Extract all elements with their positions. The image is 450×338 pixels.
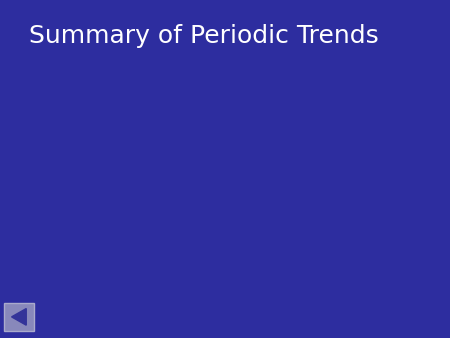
FancyBboxPatch shape [4, 303, 34, 331]
Text: Summary of Periodic Trends: Summary of Periodic Trends [29, 24, 379, 48]
Polygon shape [12, 309, 26, 325]
